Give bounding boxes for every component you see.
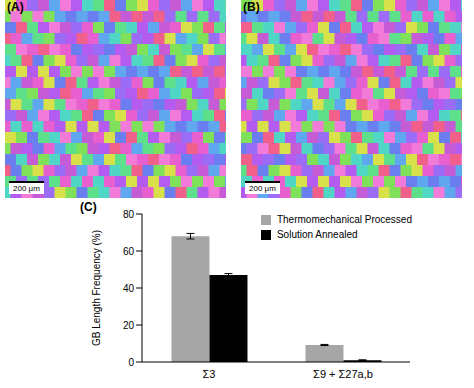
- svg-text:40: 40: [123, 283, 135, 294]
- html-text:200 μm: 200 μm: [13, 184, 40, 193]
- html-text:(C): (C): [80, 200, 97, 214]
- html-text:(B): (B): [243, 0, 260, 14]
- svg-text:80: 80: [123, 209, 135, 220]
- html-text:(A): (A): [7, 0, 24, 14]
- svg-text:20: 20: [123, 320, 135, 331]
- svg-text:GB Length Frequency (%): GB Length Frequency (%): [91, 230, 102, 346]
- svg-text:60: 60: [123, 246, 135, 257]
- html-text:200 μm: 200 μm: [249, 184, 276, 193]
- html-text:Solution Annealed: Solution Annealed: [276, 229, 358, 240]
- svg-text:Σ9 + Σ27a,b: Σ9 + Σ27a,b: [313, 368, 373, 380]
- svg-text:0: 0: [128, 357, 134, 368]
- svg-text:Σ3: Σ3: [203, 368, 216, 380]
- html-text:Thermomechanical Processed: Thermomechanical Processed: [276, 214, 412, 225]
